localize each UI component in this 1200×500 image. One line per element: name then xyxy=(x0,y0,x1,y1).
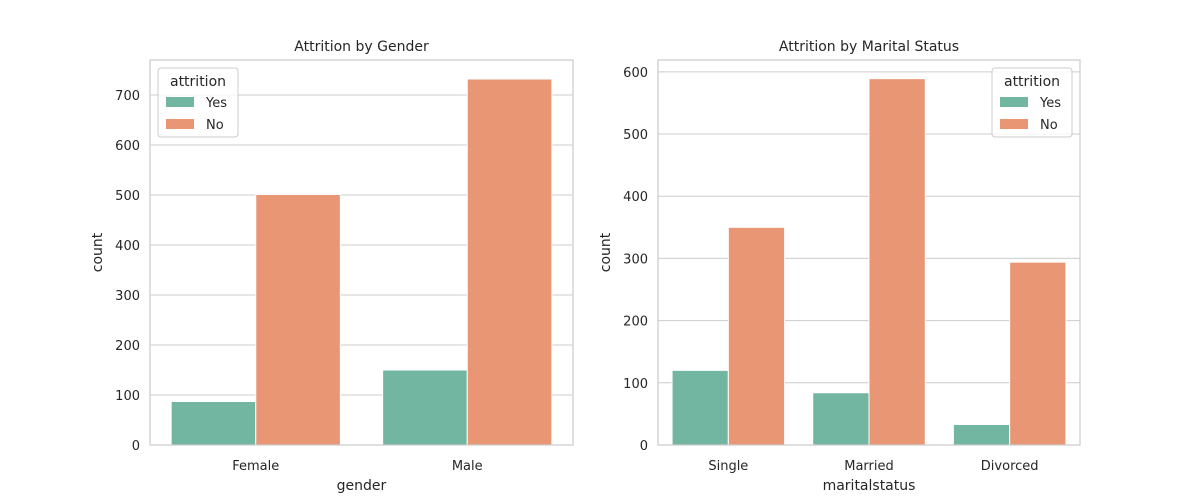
x-tick-label: Male xyxy=(452,459,483,474)
chart-attrition-by-marital-status: 0 100 200 300 400 500 600 Single Married Divorce… xyxy=(598,39,1081,494)
legend-label-yes: Yes xyxy=(1039,96,1061,111)
y-tick-label: 300 xyxy=(115,289,140,304)
bar-married-yes xyxy=(812,392,870,446)
y-tick-label: 0 xyxy=(640,439,648,454)
legend-title: attrition xyxy=(1004,74,1060,90)
y-tick-label: 700 xyxy=(115,89,140,104)
y-tick-label: 400 xyxy=(115,239,140,254)
legend: attrition Yes No xyxy=(157,67,239,138)
bar-male-no xyxy=(466,78,553,446)
legend-label-yes: Yes xyxy=(205,96,227,111)
legend-swatch-yes xyxy=(1000,97,1028,107)
x-axis-label: maritalstatus xyxy=(823,478,916,494)
y-tick-label: 100 xyxy=(623,377,648,392)
bar-divorced-no xyxy=(1009,261,1067,446)
y-tick-label: 200 xyxy=(623,315,648,330)
legend-swatch-no xyxy=(166,119,194,129)
legend-label-no: No xyxy=(206,118,224,133)
bar-married-no xyxy=(868,78,926,446)
bar-female-yes xyxy=(170,401,257,446)
y-tick-label: 200 xyxy=(115,339,140,354)
chart-title: Attrition by Marital Status xyxy=(779,39,959,55)
y-tick-label: 600 xyxy=(115,139,140,154)
y-axis-label: count xyxy=(90,232,106,272)
y-tick-label: 0 xyxy=(132,439,140,454)
legend-swatch-yes xyxy=(166,97,194,107)
bar-divorced-yes xyxy=(952,423,1011,446)
chart-attrition-by-gender: 0 100 200 300 400 500 600 700 Female Male Attrit… xyxy=(90,39,574,494)
y-axis-label: count xyxy=(598,232,614,272)
x-tick-label: Female xyxy=(232,459,279,474)
x-tick-label: Divorced xyxy=(981,459,1039,474)
bar-male-yes xyxy=(382,369,468,446)
legend-swatch-no xyxy=(1000,119,1028,129)
chart-title: Attrition by Gender xyxy=(294,39,429,55)
legend-title: attrition xyxy=(170,74,226,90)
legend: attrition Yes No xyxy=(991,67,1073,138)
x-axis-label: gender xyxy=(337,478,387,494)
plot-frame xyxy=(657,59,1081,446)
bar-female-no xyxy=(255,194,341,446)
y-tick-label: 300 xyxy=(623,252,648,267)
x-tick-label: Married xyxy=(844,459,894,474)
y-tick-label: 100 xyxy=(115,389,140,404)
y-tick-label: 500 xyxy=(115,189,140,204)
y-tick-label: 400 xyxy=(623,190,648,205)
y-tick-label: 500 xyxy=(623,128,648,143)
bar-single-yes xyxy=(671,369,729,446)
plot-frame xyxy=(149,59,574,446)
legend-label-no: No xyxy=(1040,118,1058,133)
bar-single-no xyxy=(727,226,786,446)
y-tick-label: 600 xyxy=(623,66,648,81)
x-tick-label: Single xyxy=(708,459,748,474)
